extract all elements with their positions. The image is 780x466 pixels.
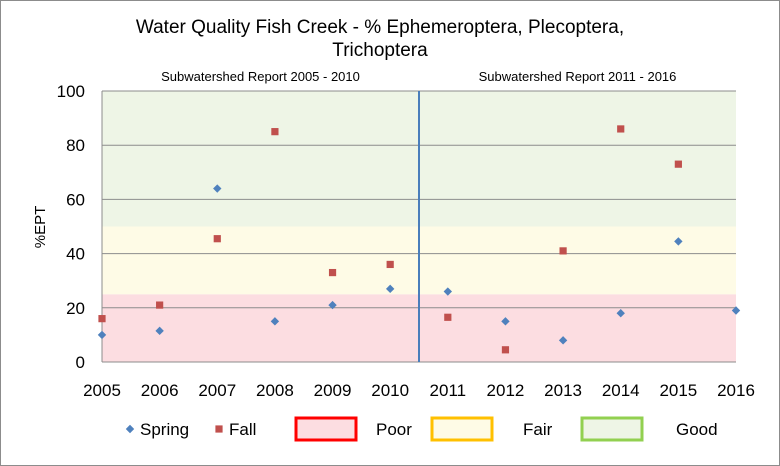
fall-point: [328, 268, 337, 277]
x-tick-label: 2012: [487, 381, 525, 400]
x-tick-label: 2013: [544, 381, 582, 400]
legend-spring-label: Spring: [140, 420, 189, 439]
spring-point: [155, 326, 164, 336]
spring-point: [616, 309, 625, 318]
spring-point: [731, 306, 741, 315]
period-label: Subwatershed Report 2011 - 2016: [479, 69, 677, 84]
fall-point: [213, 235, 221, 243]
fall-point: [559, 247, 567, 255]
x-tick-label: 2010: [371, 381, 409, 400]
fall-point: [156, 301, 164, 309]
x-tick-label: 2015: [659, 381, 697, 400]
fall-point: [444, 313, 452, 321]
fall-point: [386, 260, 394, 269]
spring-point: [328, 300, 337, 310]
x-tick-label: 2014: [602, 381, 640, 400]
legend-fair-swatch: [430, 416, 494, 442]
x-tick-label: 2016: [717, 381, 755, 400]
spring-point: [385, 284, 395, 294]
y-tick-label: 40: [66, 245, 85, 264]
legend-good-label: Good: [676, 420, 718, 439]
legend-good-swatch: [580, 416, 644, 442]
x-tick-label: 2007: [198, 381, 236, 400]
chart-title: Water Quality Fish Creek - % Ephemeropte…: [60, 16, 700, 62]
period-label: Subwatershed Report 2005 - 2010: [161, 69, 360, 84]
x-tick-label: 2005: [83, 381, 121, 400]
fall-point: [271, 128, 279, 136]
y-tick-label: 80: [66, 136, 85, 155]
legend-fall-label: Fall: [229, 420, 256, 439]
fall-point: [617, 125, 625, 133]
spring-point: [501, 317, 510, 326]
y-tick-label: 100: [57, 82, 85, 101]
y-axis-label: %EPT: [32, 206, 49, 249]
spring-point: [213, 184, 222, 193]
spring-point: [270, 317, 280, 326]
legend-poor-label: Poor: [376, 420, 412, 439]
legend-fall-marker: [215, 425, 223, 433]
legend-poor-swatch: [294, 416, 358, 442]
fall-point: [98, 315, 106, 323]
x-tick-label: 2009: [314, 381, 352, 400]
chart-title-line-2: Trichoptera: [332, 40, 428, 61]
fall-point: [501, 346, 510, 354]
legend-fair-label: Fair: [523, 420, 553, 439]
legend-spring-marker: [125, 424, 135, 434]
y-tick-label: 20: [66, 299, 85, 318]
y-tick-label: 0: [76, 353, 85, 372]
spring-point: [97, 330, 107, 340]
chart-title-line-1: Water Quality Fish Creek - % Ephemeropte…: [135, 17, 625, 38]
spring-point: [674, 237, 683, 246]
y-tick-label: 60: [66, 190, 85, 209]
spring-point: [558, 336, 568, 345]
fall-point: [674, 160, 682, 168]
spring-point: [443, 287, 453, 296]
x-tick-label: 2008: [256, 381, 294, 400]
x-tick-label: 2006: [141, 381, 179, 400]
x-tick-label: 2011: [430, 381, 467, 400]
